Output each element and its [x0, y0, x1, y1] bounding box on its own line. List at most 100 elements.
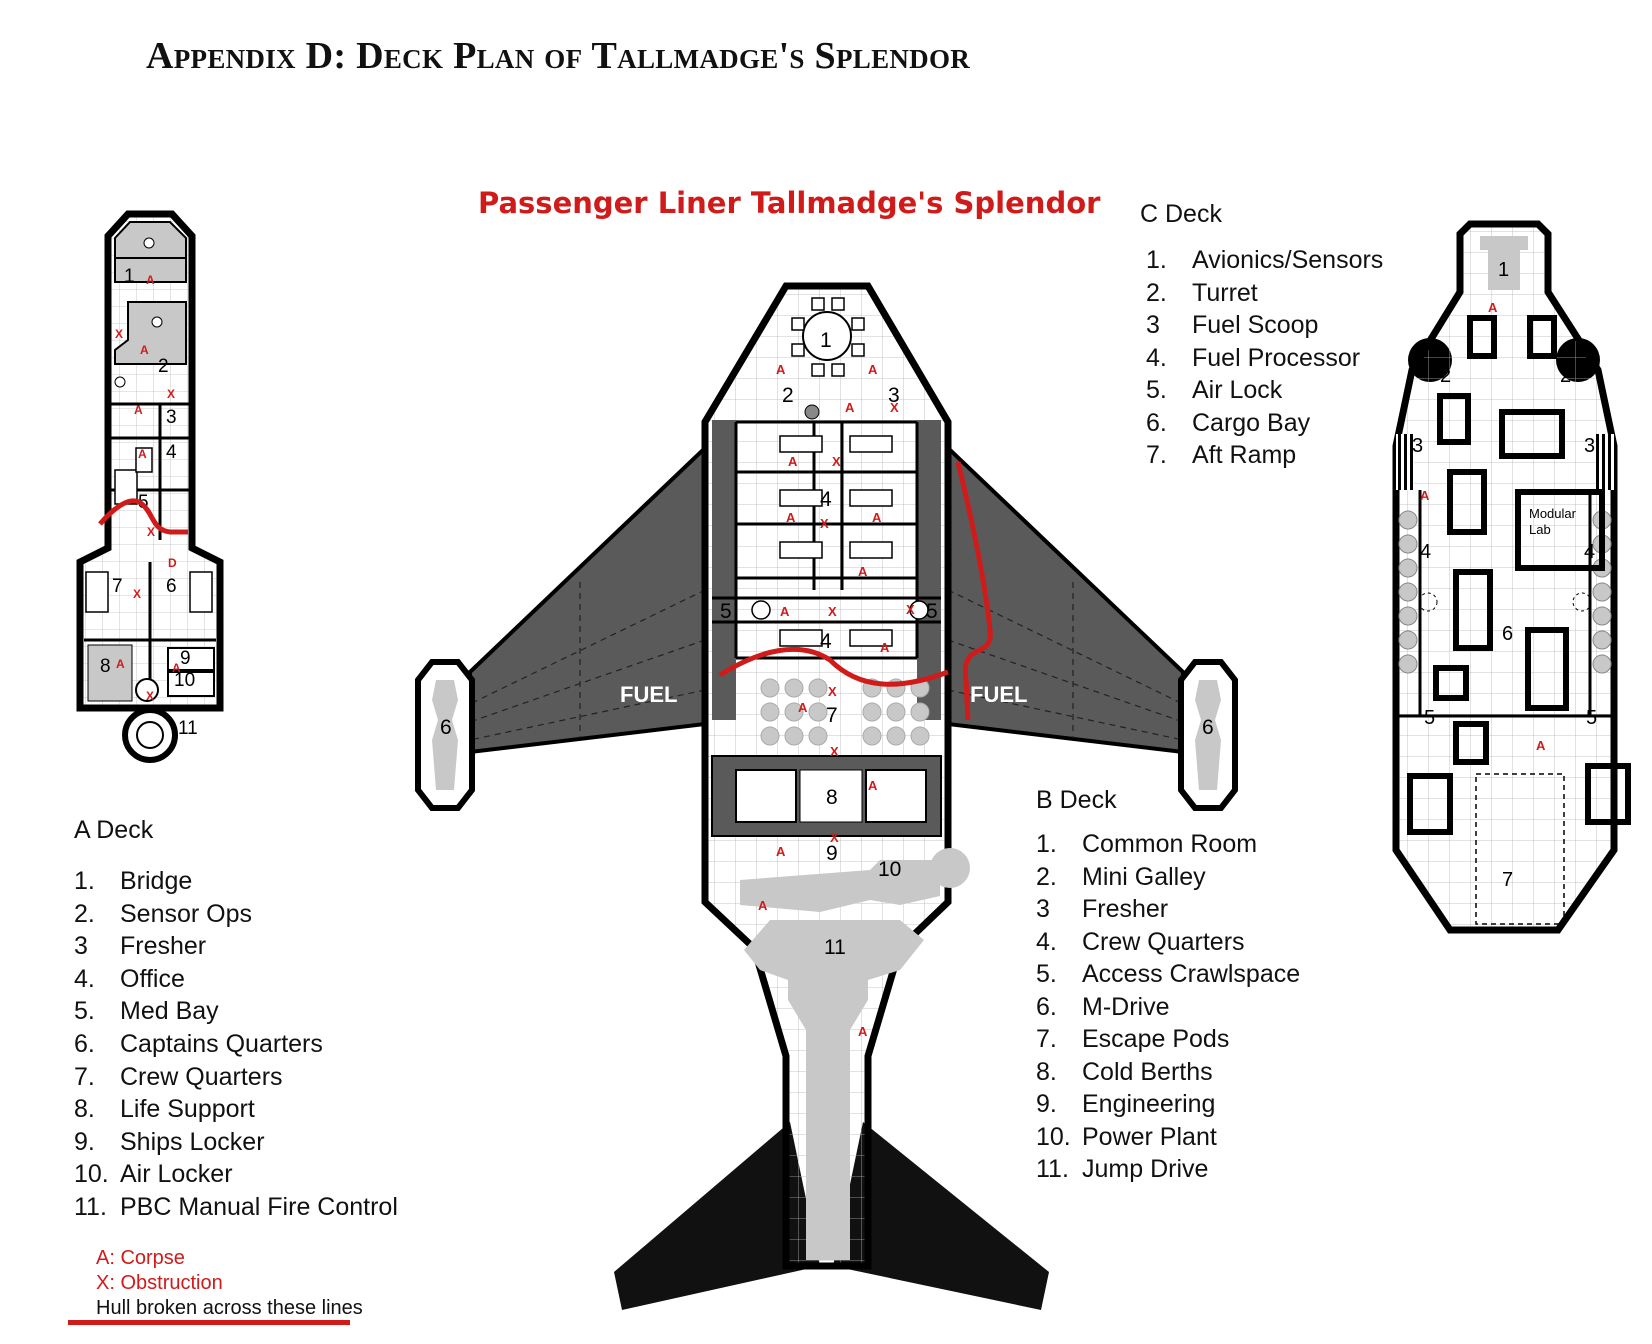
- b-deck-legend-item-label: Fresher: [1082, 895, 1169, 923]
- b-deck-legend-item: 6. M-Drive: [1036, 991, 1300, 1024]
- svg-text:A: A: [786, 510, 796, 525]
- svg-text:5: 5: [1424, 707, 1435, 729]
- svg-text:A: A: [788, 454, 798, 469]
- svg-text:8: 8: [826, 786, 838, 809]
- c-deck-legend-item-number: 1.: [1146, 246, 1167, 274]
- svg-text:A: A: [776, 362, 786, 377]
- svg-text:A: A: [858, 564, 868, 579]
- a-deck-legend-item-label: Fresher: [120, 932, 207, 961]
- a-deck-legend-item-number: 11.: [74, 1192, 107, 1221]
- key-corpse: A: Corpse: [96, 1247, 185, 1269]
- svg-text:11: 11: [178, 718, 198, 739]
- c-deck-plan: Modular Lab 1 2 2 3 3 4 4 5 5 6 7 A A A: [1392, 220, 1631, 934]
- b-deck-hull-break-2: [955, 461, 993, 721]
- a-deck-legend-item: 9. Ships Locker: [74, 1126, 398, 1159]
- map-key: A: Corpse X: Obstruction Hull broken acr…: [96, 1246, 363, 1321]
- a-deck-legend-item: 4. Office: [74, 963, 398, 996]
- svg-text:X: X: [115, 327, 123, 341]
- svg-text:A: A: [1536, 738, 1546, 753]
- b-deck-power-plant: [740, 860, 940, 912]
- a-deck-legend-item: 5. Med Bay: [74, 995, 398, 1028]
- svg-text:X: X: [830, 744, 839, 759]
- b-deck-legend-item-number: 5.: [1036, 960, 1057, 988]
- b-deck-legend-item-label: Access Crawlspace: [1082, 960, 1301, 988]
- svg-text:5: 5: [1586, 707, 1597, 729]
- a-deck-legend-item-number: 4.: [74, 964, 95, 993]
- a-deck-legend-item-label: Office: [120, 964, 185, 993]
- svg-text:A: A: [138, 447, 147, 461]
- a-deck-legend-item: 8. Life Support: [74, 1093, 398, 1126]
- b-deck-jump-drive: [744, 920, 924, 1260]
- c-deck-aft-ramp: [1475, 773, 1565, 925]
- svg-text:11: 11: [824, 936, 846, 959]
- svg-text:A: A: [1488, 300, 1498, 315]
- svg-text:A: A: [758, 898, 768, 913]
- b-deck-legend-item: 8. Cold Berths: [1036, 1056, 1300, 1089]
- a-deck-legend-item-number: 9.: [74, 1127, 95, 1156]
- b-deck-legend-item-number: 7.: [1036, 1025, 1057, 1053]
- svg-text:3: 3: [1412, 435, 1423, 457]
- a-deck-legend-item-number: 10.: [74, 1160, 109, 1189]
- a-deck-legend-item: 1. Bridge: [74, 865, 398, 898]
- svg-text:A: A: [776, 844, 786, 859]
- a-deck-legend-item-label: Ships Locker: [120, 1127, 265, 1156]
- a-deck-legend-item: 11. PBC Manual Fire Control: [74, 1191, 398, 1224]
- b-deck-legend-item: 3 Fresher: [1036, 893, 1300, 926]
- b-deck-legend-item-label: Engineering: [1082, 1090, 1216, 1118]
- svg-text:X: X: [147, 525, 155, 539]
- b-deck-legend-item-number: 3: [1036, 895, 1050, 923]
- svg-text:A: A: [172, 661, 181, 675]
- a-deck-legend-item-number: 3: [74, 932, 88, 961]
- a-deck-sensor-ops: [114, 301, 187, 365]
- b-deck-legend-item-label: Escape Pods: [1082, 1025, 1230, 1053]
- svg-text:6: 6: [1502, 623, 1513, 645]
- b-deck-legend-item-number: 1.: [1036, 830, 1057, 858]
- c-deck-legend-item: 1. Avionics/Sensors: [1146, 244, 1383, 277]
- b-deck-legend-item-label: Common Room: [1082, 830, 1258, 858]
- b-deck-legend-item-number: 2.: [1036, 862, 1057, 891]
- a-deck-legend-item: 3 Fresher: [74, 930, 398, 963]
- svg-text:A: A: [880, 640, 890, 655]
- svg-text:3: 3: [888, 384, 900, 407]
- c-deck-legend-item-label: Turret: [1192, 278, 1258, 307]
- b-deck-hull-break-1: [718, 646, 949, 687]
- a-deck-legend-item-number: 2.: [74, 899, 95, 928]
- b-deck-legend-item-label: Jump Drive: [1082, 1155, 1209, 1183]
- c-deck-legend: 1. Avionics/Sensors 2. Turret 3 Fuel Scoop 4. F…: [1146, 244, 1383, 472]
- b-deck-plan: 1 2 3 4 4 5 5 6 6 7 8 9 10 11 FUEL FUEL …: [415, 282, 1238, 1310]
- c-deck-legend-item-number: 2.: [1146, 278, 1167, 307]
- b-deck-legend-item-label: Cold Berths: [1082, 1057, 1213, 1086]
- c-deck-hull: [1392, 220, 1618, 934]
- svg-text:A: A: [146, 273, 155, 287]
- svg-text:2: 2: [1440, 365, 1451, 387]
- svg-text:X: X: [828, 684, 837, 699]
- b-deck-legend-item-number: 11.: [1036, 1155, 1069, 1183]
- a-deck-legend-item: 7. Crew Quarters: [74, 1061, 398, 1094]
- svg-text:A: A: [140, 343, 149, 357]
- c-deck-legend-item-label: Fuel Scoop: [1192, 311, 1319, 339]
- c-deck-legend-item-number: 3: [1146, 311, 1160, 339]
- svg-text:A: A: [868, 778, 878, 793]
- map-title: Passenger Liner Tallmadge's Splendor: [478, 186, 1101, 220]
- svg-text:X: X: [820, 516, 829, 531]
- svg-text:Lab: Lab: [1529, 522, 1551, 537]
- a-deck-legend-item-label: Med Bay: [120, 997, 219, 1026]
- key-hull-break: Hull broken across these lines: [96, 1297, 363, 1319]
- svg-text:8: 8: [100, 656, 111, 677]
- b-deck-legend-item: 1. Common Room: [1036, 828, 1300, 861]
- b-deck-legend-item-label: Mini Galley: [1082, 862, 1206, 891]
- b-deck-legend-item: 10. Power Plant: [1036, 1121, 1300, 1154]
- svg-text:5: 5: [926, 600, 938, 623]
- svg-text:6: 6: [1202, 716, 1214, 739]
- svg-text:9: 9: [180, 648, 191, 669]
- svg-text:A: A: [858, 1024, 868, 1039]
- c-deck-legend-item: 4. Fuel Processor: [1146, 342, 1383, 375]
- svg-text:X: X: [906, 602, 915, 617]
- svg-text:2: 2: [158, 356, 169, 377]
- svg-text:6: 6: [440, 716, 452, 739]
- c-deck-legend-item-number: 7.: [1146, 441, 1167, 469]
- c-deck-legend-item-label: Aft Ramp: [1192, 441, 1297, 469]
- c-deck-legend-item-label: Fuel Processor: [1192, 343, 1361, 372]
- a-deck-legend-item: 2. Sensor Ops: [74, 898, 398, 931]
- b-deck-legend-item: 2. Mini Galley: [1036, 861, 1300, 894]
